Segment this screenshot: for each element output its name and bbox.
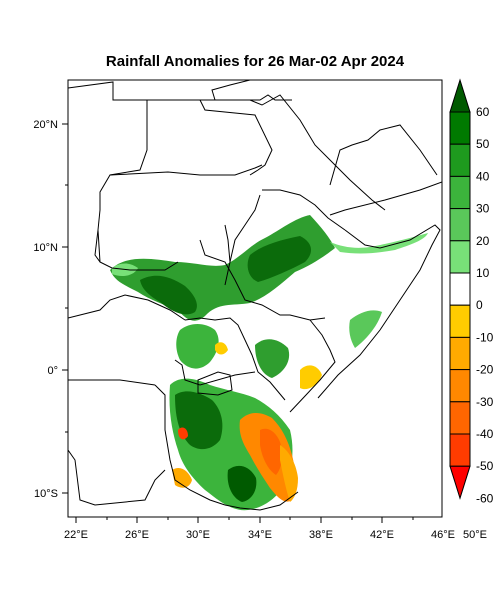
lat-label-10n: 10°N xyxy=(33,242,58,254)
dark-green-patch-sudan xyxy=(140,275,197,315)
colorbar-label: -50 xyxy=(476,459,494,473)
light-green-somalia-north xyxy=(330,233,428,254)
dark-orange-patch-tanzania xyxy=(260,428,283,475)
yellow-patch-uganda xyxy=(215,342,228,355)
lat-label-20n: 20°N xyxy=(33,119,58,131)
colorbar-label: 40 xyxy=(476,169,490,183)
colorbar-segment xyxy=(449,336,471,371)
lat-ticks xyxy=(62,123,68,494)
colorbar: 60 50 40 30 20 10 0 -10 -20 -30 -40 -50 -60 xyxy=(449,78,494,505)
country-borders xyxy=(68,80,442,511)
colorbar-segment xyxy=(449,143,471,177)
lon-label-42e: 42°E xyxy=(370,529,394,541)
lon-label-38e: 38°E xyxy=(309,529,333,541)
dark-green-patch-ethiopia xyxy=(247,236,312,282)
lat-labels: 20°N 10°N 0° 10°S xyxy=(33,119,58,500)
colorbar-label: 10 xyxy=(476,266,490,280)
lon-label-26e: 26°E xyxy=(125,529,149,541)
colorbar-label: 0 xyxy=(476,298,483,312)
colorbar-segment xyxy=(449,369,471,403)
colorbar-segment xyxy=(449,401,471,435)
lat-label-0: 0° xyxy=(47,365,58,377)
colorbar-label: -20 xyxy=(476,363,494,377)
lon-label-22e: 22°E xyxy=(64,529,88,541)
colorbar-label: -40 xyxy=(476,427,494,441)
lon-labels: 22°E 26°E 30°E 34°E 38°E 42°E 46°E 50°E xyxy=(64,529,487,541)
lon-label-50e: 50°E xyxy=(463,529,487,541)
colorbar-label: 20 xyxy=(476,234,490,248)
colorbar-segment xyxy=(449,208,471,242)
colorbar-label: -60 xyxy=(476,491,494,505)
colorbar-segment xyxy=(449,111,471,145)
lon-ticks xyxy=(75,517,414,523)
green-patch-kenya xyxy=(255,339,290,378)
colorbar-segment xyxy=(449,304,471,338)
colorbar-segment xyxy=(449,175,471,210)
map-title: Rainfall Anomalies for 26 Mar-02 Apr 202… xyxy=(105,53,405,70)
colorbar-label: 60 xyxy=(476,105,490,119)
colorbar-segment xyxy=(449,272,471,306)
red-patch-lake xyxy=(178,427,188,440)
colorbar-top-arrow xyxy=(449,78,471,113)
colorbar-label: -10 xyxy=(476,330,494,344)
colorbar-segment xyxy=(449,433,471,467)
colorbar-segment xyxy=(449,240,471,274)
lat-label-10s: 10°S xyxy=(34,488,58,500)
colorbar-bottom-arrow xyxy=(449,465,471,500)
colorbar-label: 50 xyxy=(476,137,490,151)
green-patch-uganda xyxy=(176,324,219,369)
colorbar-label: 30 xyxy=(476,202,490,216)
lon-label-30e: 30°E xyxy=(186,529,210,541)
lon-label-46e: 46°E xyxy=(431,529,455,541)
green-patch-somalia xyxy=(349,310,382,348)
colorbar-label: -30 xyxy=(476,395,494,409)
darkest-green-patch-south xyxy=(227,465,257,502)
anomaly-shading xyxy=(110,215,428,511)
orange-patch-west xyxy=(172,468,192,488)
map-frame xyxy=(67,79,443,518)
lon-label-34e: 34°E xyxy=(248,529,272,541)
orange-patch-coast xyxy=(280,445,298,502)
